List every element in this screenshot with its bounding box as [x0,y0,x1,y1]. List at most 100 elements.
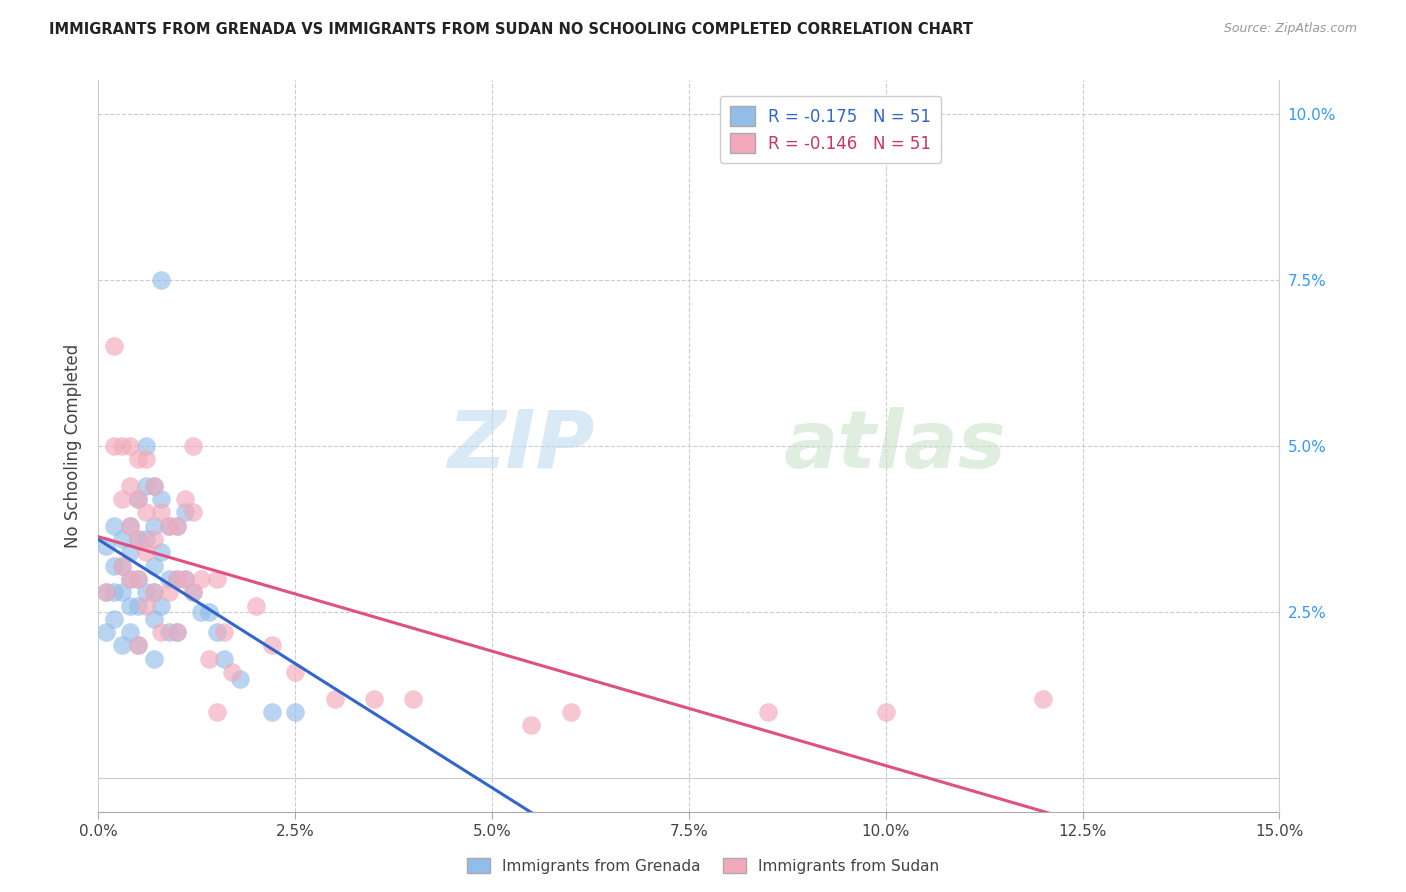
Point [214,625,236,640]
Point [323,691,346,706]
Point [205,705,228,719]
Point [174,492,197,507]
Point [127,492,149,507]
Point [166,572,188,586]
Point [221,665,243,679]
Point [96,625,118,640]
Point [150,273,173,287]
Point [190,605,212,619]
Text: IMMIGRANTS FROM GRENADA VS IMMIGRANTS FROM SUDAN NO SCHOOLING COMPLETED CORRELAT: IMMIGRANTS FROM GRENADA VS IMMIGRANTS FR… [49,22,973,37]
Point [142,652,165,666]
Point [111,492,134,507]
Point [363,691,385,706]
Point [127,639,149,653]
Point [103,558,125,573]
Point [96,585,118,599]
Point [142,585,165,599]
Point [174,572,197,586]
Point [150,492,173,507]
Point [756,705,779,719]
Point [190,572,212,586]
Point [127,532,149,546]
Point [150,625,173,640]
Point [181,439,204,453]
Point [111,439,134,453]
Point [284,705,307,719]
Point [166,625,188,640]
Text: Source: ZipAtlas.com: Source: ZipAtlas.com [1223,22,1357,36]
Point [96,585,118,599]
Point [166,625,188,640]
Point [135,452,157,467]
Point [118,572,141,586]
Point [157,518,180,533]
Point [96,539,118,553]
Text: ZIP: ZIP [447,407,595,485]
Point [135,532,157,546]
Point [157,518,180,533]
Point [150,545,173,559]
Y-axis label: No Schooling Completed: No Schooling Completed [65,344,83,548]
Point [197,605,219,619]
Point [118,625,141,640]
Point [127,452,149,467]
Point [142,532,165,546]
Legend: R = -0.175   N = 51, R = -0.146   N = 51: R = -0.175 N = 51, R = -0.146 N = 51 [720,96,942,163]
Point [181,506,204,520]
Point [142,558,165,573]
Point [111,639,134,653]
Point [142,479,165,493]
Point [135,506,157,520]
Point [1032,691,1054,706]
Point [111,558,134,573]
Point [520,718,543,732]
Point [166,518,188,533]
Point [142,585,165,599]
Point [166,572,188,586]
Point [150,506,173,520]
Point [127,639,149,653]
Point [174,572,197,586]
Point [111,585,134,599]
Point [260,705,283,719]
Point [166,518,188,533]
Point [111,532,134,546]
Legend: Immigrants from Grenada, Immigrants from Sudan: Immigrants from Grenada, Immigrants from… [461,852,945,880]
Point [157,625,180,640]
Point [560,705,582,719]
Point [284,665,307,679]
Point [135,479,157,493]
Point [229,672,252,686]
Point [205,572,228,586]
Point [103,439,125,453]
Point [111,558,134,573]
Point [127,532,149,546]
Point [135,439,157,453]
Point [127,599,149,613]
Point [118,479,141,493]
Point [402,691,425,706]
Point [103,518,125,533]
Text: atlas: atlas [783,407,1007,485]
Point [142,612,165,626]
Point [127,492,149,507]
Point [135,545,157,559]
Point [127,572,149,586]
Point [135,585,157,599]
Point [205,625,228,640]
Point [260,639,283,653]
Point [103,339,125,353]
Point [118,518,141,533]
Point [127,572,149,586]
Point [118,439,141,453]
Point [118,599,141,613]
Point [181,585,204,599]
Point [197,652,219,666]
Point [174,506,197,520]
Point [142,479,165,493]
Point [142,518,165,533]
Point [118,572,141,586]
Point [103,585,125,599]
Point [135,599,157,613]
Point [214,652,236,666]
